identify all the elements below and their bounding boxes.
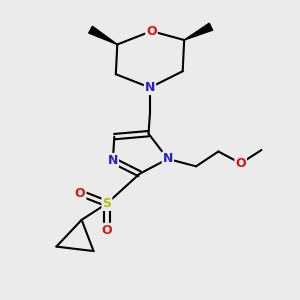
- Text: N: N: [145, 81, 155, 94]
- Text: N: N: [163, 152, 173, 165]
- Text: O: O: [235, 157, 246, 170]
- Text: S: S: [102, 197, 111, 210]
- Polygon shape: [89, 26, 117, 44]
- Text: N: N: [108, 154, 118, 167]
- Text: O: O: [146, 25, 157, 38]
- Polygon shape: [184, 23, 213, 40]
- Text: O: O: [102, 224, 112, 237]
- Text: O: O: [75, 187, 86, 200]
